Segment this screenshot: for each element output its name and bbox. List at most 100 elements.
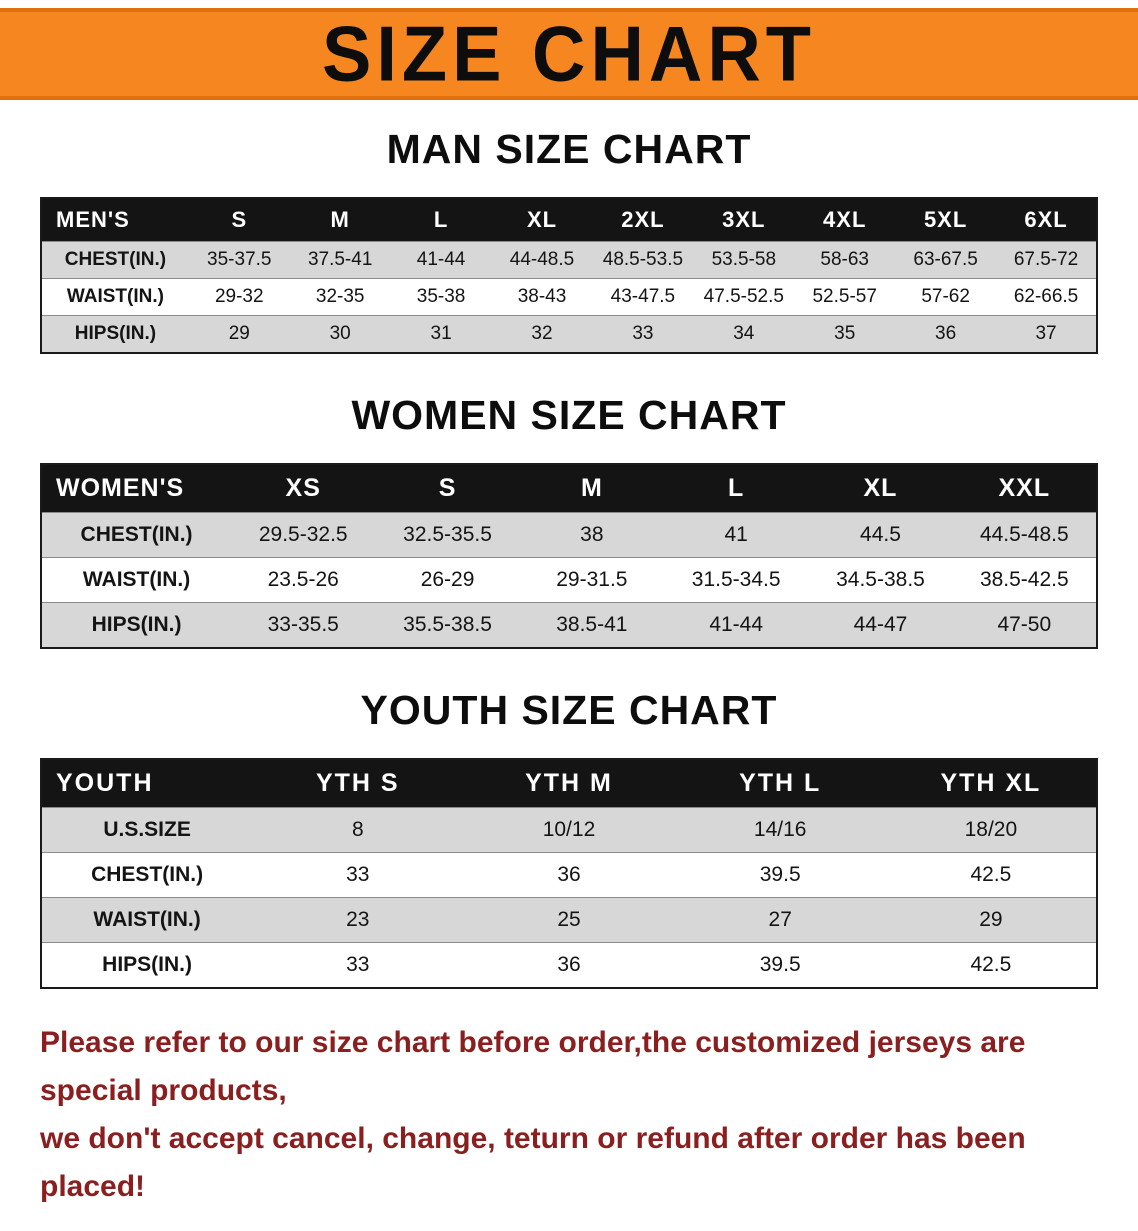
size-value: 33-35.5 xyxy=(231,602,376,648)
size-column-header: 4XL xyxy=(794,198,896,242)
size-value: 36 xyxy=(895,315,997,353)
size-value: 62-66.5 xyxy=(996,278,1097,316)
size-value: 10/12 xyxy=(463,807,675,853)
table-header-row: WOMEN'S XS S M L XL XXL xyxy=(41,464,1097,513)
row-label: CHEST(IN.) xyxy=(41,512,232,558)
size-value: 37.5-41 xyxy=(289,241,391,279)
women-size-section: WOMEN SIZE CHART WOMEN'S XS S M L XL XXL CHEST(… xyxy=(0,392,1138,649)
size-value: 57-62 xyxy=(895,278,997,316)
table-header-row: YOUTH YTH S YTH M YTH L YTH XL xyxy=(41,759,1097,808)
row-label: U.S.SIZE xyxy=(41,807,253,853)
size-column-header: S xyxy=(188,198,290,242)
table-row: CHEST(IN.) 29.5-32.5 32.5-35.5 38 41 44.5 44.5… xyxy=(41,512,1097,558)
size-value: 30 xyxy=(289,315,391,353)
table-row: HIPS(IN.) 33-35.5 35.5-38.5 38.5-41 41-44 44-… xyxy=(41,602,1097,648)
row-label: HIPS(IN.) xyxy=(41,602,232,648)
size-value: 27 xyxy=(674,897,886,943)
men-section-heading: MAN SIZE CHART xyxy=(386,126,752,172)
size-column-header: 5XL xyxy=(895,198,997,242)
size-value: 37 xyxy=(996,315,1097,353)
size-value: 32.5-35.5 xyxy=(375,512,520,558)
table-row: WAIST(IN.) 29-32 32-35 35-38 38-43 43-47.5 47.… xyxy=(41,278,1097,316)
youth-size-section: YOUTH SIZE CHART YOUTH YTH S YTH M YTH L YTH… xyxy=(0,687,1138,989)
size-column-header: M xyxy=(289,198,391,242)
size-value: 29-31.5 xyxy=(519,557,665,603)
size-value: 47-50 xyxy=(952,602,1097,648)
size-column-header: 2XL xyxy=(592,198,694,242)
size-value: 63-67.5 xyxy=(895,241,997,279)
table-row: CHEST(IN.) 33 36 39.5 42.5 xyxy=(41,852,1097,898)
size-column-header: YTH L xyxy=(674,759,886,808)
size-value: 42.5 xyxy=(885,852,1097,898)
row-label: WAIST(IN.) xyxy=(41,557,232,603)
size-value: 29.5-32.5 xyxy=(231,512,376,558)
size-value: 48.5-53.5 xyxy=(592,241,694,279)
size-value: 38.5-41 xyxy=(519,602,665,648)
size-value: 36 xyxy=(463,852,675,898)
size-column-header: XL xyxy=(491,198,593,242)
size-value: 33 xyxy=(252,942,464,988)
size-column-header: S xyxy=(375,464,520,513)
size-value: 23 xyxy=(252,897,464,943)
table-title-cell: YOUTH xyxy=(41,759,253,808)
size-value: 44-47 xyxy=(808,602,953,648)
youth-section-heading: YOUTH SIZE CHART xyxy=(360,687,778,733)
row-label: WAIST(IN.) xyxy=(41,278,189,316)
table-row: HIPS(IN.) 33 36 39.5 42.5 xyxy=(41,942,1097,988)
table-header-row: MEN'S S M L XL 2XL 3XL 4XL 5XL 6XL xyxy=(41,198,1097,242)
size-column-header: YTH XL xyxy=(885,759,1097,808)
size-value: 31.5-34.5 xyxy=(664,557,809,603)
table-title-cell: MEN'S xyxy=(41,198,189,242)
size-column-header: 6XL xyxy=(996,198,1097,242)
size-value: 39.5 xyxy=(674,942,886,988)
size-value: 67.5-72 xyxy=(996,241,1097,279)
table-row: U.S.SIZE 8 10/12 14/16 18/20 xyxy=(41,807,1097,853)
row-label: CHEST(IN.) xyxy=(41,852,253,898)
size-column-header: L xyxy=(390,198,492,242)
size-column-header: 3XL xyxy=(693,198,795,242)
size-value: 41 xyxy=(664,512,809,558)
size-value: 36 xyxy=(463,942,675,988)
size-value: 38-43 xyxy=(491,278,593,316)
size-value: 53.5-58 xyxy=(693,241,795,279)
disclaimer-line-1: Please refer to our size chart before or… xyxy=(40,1026,1026,1107)
table-title-cell: WOMEN'S xyxy=(41,464,232,513)
size-column-header: M xyxy=(519,464,665,513)
size-value: 41-44 xyxy=(390,241,492,279)
size-value: 31 xyxy=(390,315,492,353)
size-value: 41-44 xyxy=(664,602,809,648)
size-value: 35.5-38.5 xyxy=(375,602,520,648)
table-row: WAIST(IN.) 23 25 27 29 xyxy=(41,897,1097,943)
size-chart-page: SIZE CHART MAN SIZE CHART MEN'S S M L XL 2XL 3… xyxy=(0,8,1138,1231)
table-row: WAIST(IN.) 23.5-26 26-29 29-31.5 31.5-34.5 34… xyxy=(41,557,1097,603)
size-value: 58-63 xyxy=(794,241,896,279)
size-column-header: XS xyxy=(231,464,376,513)
women-section-heading: WOMEN SIZE CHART xyxy=(351,392,787,438)
banner-title: SIZE CHART xyxy=(322,9,816,98)
size-value: 23.5-26 xyxy=(231,557,376,603)
size-value: 35-38 xyxy=(390,278,492,316)
banner: SIZE CHART xyxy=(0,8,1138,100)
size-column-header: XXL xyxy=(952,464,1097,513)
size-value: 39.5 xyxy=(674,852,886,898)
table-row: CHEST(IN.) 35-37.5 37.5-41 41-44 44-48.5 48.5… xyxy=(41,241,1097,279)
size-value: 26-29 xyxy=(375,557,520,603)
size-value: 42.5 xyxy=(885,942,1097,988)
size-value: 43-47.5 xyxy=(592,278,694,316)
size-value: 44.5-48.5 xyxy=(952,512,1097,558)
size-value: 38.5-42.5 xyxy=(952,557,1097,603)
disclaimer-line-2: we don't accept cancel, change, teturn o… xyxy=(40,1122,1026,1203)
size-value: 29 xyxy=(885,897,1097,943)
size-value: 34.5-38.5 xyxy=(808,557,953,603)
size-value: 33 xyxy=(252,852,464,898)
size-value: 38 xyxy=(519,512,665,558)
size-value: 35-37.5 xyxy=(188,241,290,279)
row-label: HIPS(IN.) xyxy=(41,315,189,353)
size-value: 44-48.5 xyxy=(491,241,593,279)
size-value: 52.5-57 xyxy=(794,278,896,316)
size-value: 34 xyxy=(693,315,795,353)
men-size-table: MEN'S S M L XL 2XL 3XL 4XL 5XL 6XL CHEST(IN.) 35-37… xyxy=(40,197,1098,354)
size-column-header: L xyxy=(664,464,809,513)
table-row: HIPS(IN.) 29 30 31 32 33 34 35 36 37 xyxy=(41,315,1097,353)
size-value: 32-35 xyxy=(289,278,391,316)
